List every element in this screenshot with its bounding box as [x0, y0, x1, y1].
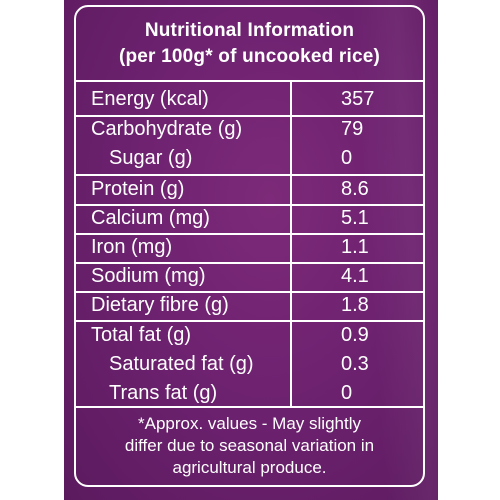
nutrition-title: Nutritional Information [144, 20, 355, 41]
nutrition-label-panel [64, 0, 438, 500]
nutrient-name: Sugar (g) [109, 147, 193, 169]
nutrient-name: Energy (kcal) [91, 88, 209, 110]
nutrient-name: Iron (mg) [91, 236, 173, 258]
nutrient-value: 1.1 [341, 236, 369, 258]
nutrient-name: Protein (g) [91, 178, 185, 200]
nutrition-table-frame [74, 5, 425, 487]
nutrient-value: 0 [341, 382, 353, 404]
nutrient-value: 1.8 [341, 294, 369, 316]
row-divider [74, 320, 425, 322]
row-divider [74, 204, 425, 206]
nutrient-name: Calcium (mg) [91, 207, 210, 229]
footnote-line: differ due to seasonal variation in [124, 436, 375, 455]
nutrient-name: Total fat (g) [91, 324, 192, 346]
nutrient-value: 8.6 [341, 178, 369, 200]
table-bottom-rule [74, 406, 425, 408]
nutrient-value: 0.9 [341, 324, 369, 346]
row-divider [74, 262, 425, 264]
nutrition-subtitle: (per 100g* of uncooked rice) [118, 46, 381, 67]
nutrient-value: 357 [341, 88, 375, 110]
column-divider [290, 81, 292, 406]
nutrient-value: 0 [341, 147, 353, 169]
footnote-line: *Approx. values - May slightly [138, 414, 361, 433]
nutrient-name: Trans fat (g) [109, 382, 218, 404]
footnote-line: agricultural produce. [172, 458, 327, 477]
nutrient-name: Carbohydrate (g) [91, 118, 243, 140]
nutrient-name: Dietary fibre (g) [91, 294, 229, 316]
row-divider [74, 233, 425, 235]
row-divider [74, 174, 425, 176]
row-divider [74, 115, 425, 117]
nutrient-name: Sodium (mg) [91, 265, 206, 287]
nutrient-value: 4.1 [341, 265, 369, 287]
row-divider [74, 291, 425, 293]
nutrient-value: 0.3 [341, 353, 369, 375]
table-top-rule [74, 80, 425, 82]
nutrient-value: 5.1 [341, 207, 369, 229]
nutrient-name: Saturated fat (g) [109, 353, 254, 375]
nutrient-value: 79 [341, 118, 364, 140]
